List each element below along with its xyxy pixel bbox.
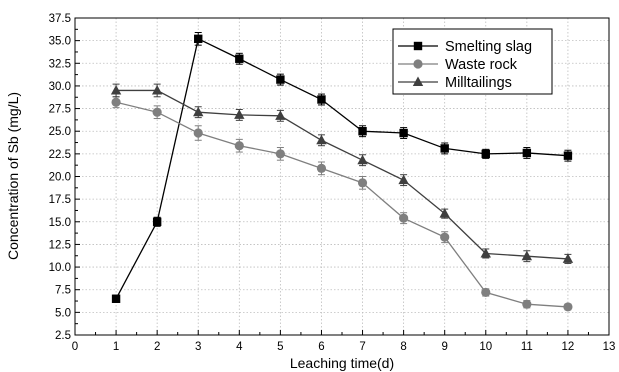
y-tick-label: 20.0	[49, 172, 71, 184]
data-point	[399, 128, 408, 138]
series-milltailings	[110, 84, 574, 263]
data-point	[521, 250, 533, 261]
data-point	[275, 110, 286, 120]
series-line-smelting-slag	[115, 37, 568, 300]
data-point	[481, 149, 490, 159]
data-point	[152, 107, 162, 117]
data-point	[234, 141, 244, 151]
x-tick-label: 0	[72, 341, 78, 353]
x-tick-label: 4	[236, 341, 243, 353]
legend-marker	[413, 59, 423, 69]
y-tick-label: 15.0	[49, 217, 71, 229]
data-point	[111, 97, 121, 107]
data-point	[399, 213, 409, 223]
data-point	[563, 302, 573, 312]
y-tick-label: 7.5	[55, 285, 71, 297]
y-tick-label: 30.0	[49, 81, 71, 93]
legend-label: Smelting slag	[445, 39, 532, 55]
data-point	[234, 109, 245, 119]
x-tick-label: 3	[195, 341, 201, 353]
y-axis-title: Concentration of Sb (mg/L)	[5, 92, 21, 260]
data-point	[522, 148, 532, 158]
legend-marker	[413, 41, 423, 51]
data-point	[480, 247, 491, 258]
x-tick-label: 1	[113, 341, 119, 353]
x-tick-label: 12	[562, 341, 575, 353]
data-point	[316, 134, 327, 145]
x-tick-label: 9	[441, 341, 447, 353]
data-point	[276, 75, 285, 84]
x-tick-label: 6	[318, 341, 324, 353]
series-layer	[110, 34, 574, 312]
y-tick-label: 37.5	[49, 13, 71, 25]
data-point	[317, 95, 326, 104]
data-point	[562, 253, 574, 263]
series-waste-rock	[111, 97, 573, 312]
x-tick-label: 7	[359, 341, 365, 353]
x-tick-label: 8	[400, 341, 406, 353]
ticks: 0 1 2 3 4 5 6 7 8 9 10 11 12 132.55.07.510.012.515.01…	[49, 13, 616, 353]
data-point	[316, 163, 327, 173]
data-point	[275, 149, 285, 159]
data-point	[193, 106, 204, 117]
y-tick-label: 10.0	[49, 262, 71, 274]
series-line-milltailings	[116, 89, 568, 260]
data-point	[111, 294, 121, 303]
data-point	[357, 178, 368, 188]
data-point	[357, 154, 368, 165]
data-point	[439, 208, 450, 218]
series-line-waste-rock	[115, 101, 568, 308]
data-point	[152, 217, 162, 226]
legend-marker	[412, 76, 424, 86]
y-tick-label: 22.5	[49, 149, 71, 161]
data-point	[151, 84, 163, 95]
y-tick-label: 5.0	[55, 307, 71, 319]
y-tick-label: 2.5	[55, 330, 71, 342]
legend-label: Milltailings	[445, 75, 512, 91]
x-tick-label: 13	[603, 341, 616, 353]
data-point	[398, 174, 409, 185]
y-tick-label: 12.5	[49, 239, 71, 251]
data-point	[193, 128, 203, 138]
legend: Smelting slag Waste rock Milltailings	[392, 28, 553, 95]
y-tick-label: 17.5	[49, 194, 71, 206]
data-point	[358, 127, 367, 136]
data-point	[235, 54, 244, 63]
data-point	[563, 151, 573, 160]
y-tick-label: 32.5	[49, 58, 71, 70]
legend-label: Waste rock	[445, 57, 518, 73]
data-point	[440, 232, 450, 242]
y-tick-label: 35.0	[49, 36, 71, 48]
x-tick-label: 11	[521, 341, 533, 353]
x-tick-label: 5	[277, 341, 283, 353]
data-point	[440, 144, 449, 153]
data-point	[110, 84, 122, 95]
y-tick-label: 27.5	[49, 104, 71, 116]
data-point	[194, 34, 203, 44]
series-smelting-slag	[111, 34, 573, 303]
x-axis-title: Leaching time(d)	[290, 355, 394, 371]
data-point	[522, 299, 532, 309]
y-tick-label: 25.0	[49, 126, 71, 138]
x-tick-label: 10	[479, 341, 492, 353]
data-point	[481, 287, 491, 298]
x-tick-label: 2	[154, 341, 160, 353]
